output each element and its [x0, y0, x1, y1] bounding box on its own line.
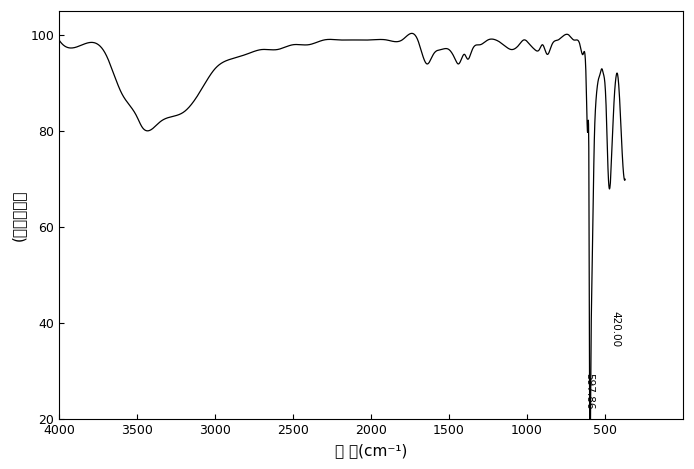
Y-axis label: (％）透射率: (％）透射率: [11, 189, 26, 241]
X-axis label: 波 数(cm⁻¹): 波 数(cm⁻¹): [335, 443, 407, 458]
Text: 597.86: 597.86: [584, 373, 595, 410]
Text: 420.00: 420.00: [611, 311, 621, 348]
